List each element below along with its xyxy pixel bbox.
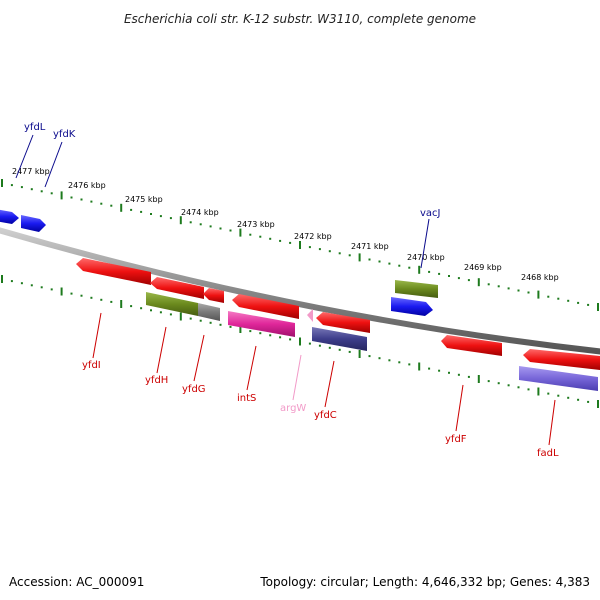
leader-yfdC xyxy=(324,360,335,408)
gene-yfdL[interactable] xyxy=(0,209,19,224)
leader-yfdK xyxy=(44,141,63,188)
tick-label-2476: 2476 kbp xyxy=(68,181,106,190)
tick-label-2470: 2470 kbp xyxy=(407,253,445,262)
feature-yfdG-region[interactable] xyxy=(198,303,220,321)
label-intS[interactable]: intS xyxy=(237,393,256,404)
label-yfdI[interactable]: yfdI xyxy=(82,360,101,371)
forward-features xyxy=(0,209,438,316)
label-yfdC[interactable]: yfdC xyxy=(314,410,337,421)
gene-yfdF[interactable] xyxy=(441,335,502,356)
feature-fadL-region[interactable] xyxy=(519,366,598,391)
label-argW[interactable]: argW xyxy=(280,403,306,414)
map-title: Escherichia coli str. K-12 substr. W3110… xyxy=(124,12,476,26)
feature-yfdH-region[interactable] xyxy=(146,292,198,316)
reverse-features xyxy=(76,258,600,391)
gene-yfdK[interactable] xyxy=(21,215,46,232)
label-leader-lines xyxy=(15,134,556,446)
gene-vacJ[interactable] xyxy=(391,297,433,316)
leader-yfdH xyxy=(156,326,167,374)
leader-yfdF xyxy=(455,384,464,432)
tick-label-2475: 2475 kbp xyxy=(125,195,163,204)
tick-scale-forward xyxy=(1,179,599,311)
leader-fadL xyxy=(548,399,556,446)
gene-fadL[interactable] xyxy=(523,349,600,370)
gene-yfdG[interactable] xyxy=(203,288,224,303)
feature-vacJ-region[interactable] xyxy=(395,280,438,298)
tick-scale-reverse xyxy=(1,275,599,408)
label-yfdG[interactable]: yfdG xyxy=(182,384,206,395)
gene-argW[interactable] xyxy=(307,309,313,322)
gene-yfdI[interactable] xyxy=(76,258,151,285)
tick-label-2471: 2471 kbp xyxy=(351,242,389,251)
label-yfdF[interactable]: yfdF xyxy=(445,434,467,445)
leader-argW xyxy=(292,354,302,401)
leader-vacJ xyxy=(420,218,430,269)
tick-label-2473: 2473 kbp xyxy=(237,220,275,229)
tick-label-2469: 2469 kbp xyxy=(464,263,502,272)
feature-intS-region[interactable] xyxy=(228,311,295,337)
tick-label-2474: 2474 kbp xyxy=(181,208,219,217)
tick-label-2472: 2472 kbp xyxy=(294,232,332,241)
genome-backbone xyxy=(0,227,600,355)
accession-text: Accession: AC_000091 xyxy=(9,575,144,589)
feature-yfdC-region[interactable] xyxy=(312,327,367,351)
gene-yfdH[interactable] xyxy=(150,277,204,299)
leader-yfdG xyxy=(193,334,205,382)
tick-label-2477: 2477 kbp xyxy=(12,167,50,176)
leader-yfdL xyxy=(15,134,34,179)
gene-yfdC[interactable] xyxy=(316,312,370,333)
label-yfdH[interactable]: yfdH xyxy=(145,375,168,386)
label-fadL[interactable]: fadL xyxy=(537,448,559,459)
gene-labels: yfdL yfdK vacJ yfdI yfdH yfdG intS argW … xyxy=(24,122,559,459)
label-yfdK[interactable]: yfdK xyxy=(53,129,76,140)
leader-yfdI xyxy=(92,312,102,359)
tick-labels: 2477 kbp 2476 kbp 2475 kbp 2474 kbp 2473… xyxy=(12,167,559,282)
tick-label-2468: 2468 kbp xyxy=(521,273,559,282)
topology-summary-text: Topology: circular; Length: 4,646,332 bp… xyxy=(259,575,590,589)
label-yfdL[interactable]: yfdL xyxy=(24,122,46,133)
leader-intS xyxy=(246,345,257,391)
gene-intS[interactable] xyxy=(232,294,299,319)
label-vacJ[interactable]: vacJ xyxy=(420,208,441,219)
